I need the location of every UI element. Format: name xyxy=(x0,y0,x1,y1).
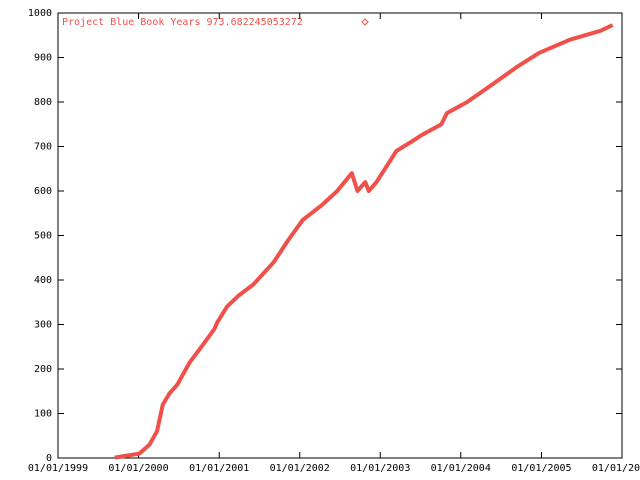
y-tick-label: 300 xyxy=(34,320,52,331)
y-tick-label: 1000 xyxy=(28,8,52,19)
x-tick-label: 01/01/2002 xyxy=(270,463,330,474)
x-tick-label: 01/01/2000 xyxy=(108,463,168,474)
x-tick-label: 01/01/2004 xyxy=(431,463,491,474)
y-tick-label: 500 xyxy=(34,231,52,242)
y-tick-label: 0 xyxy=(46,453,52,464)
x-tick-label: 01/01/2003 xyxy=(350,463,410,474)
y-tick-label: 800 xyxy=(34,97,52,108)
y-tick-label: 100 xyxy=(34,409,52,420)
legend-marker xyxy=(361,18,369,26)
x-tick-label: 01/01/2005 xyxy=(511,463,571,474)
plot-border xyxy=(57,12,623,459)
x-tick-label: 01/01/2001 xyxy=(189,463,249,474)
x-tick-label: 01/01/1999 xyxy=(28,463,88,474)
data-line xyxy=(114,23,614,460)
y-tick-label: 400 xyxy=(34,275,52,286)
y-tick-label: 700 xyxy=(34,142,52,153)
y-tick-label: 600 xyxy=(34,186,52,197)
legend-label: Project Blue Book Years 973.682245053272 xyxy=(62,17,303,28)
x-tick-label: 01/01/2006 xyxy=(592,463,640,474)
y-tick-label: 900 xyxy=(34,53,52,64)
y-tick-label: 200 xyxy=(34,364,52,375)
